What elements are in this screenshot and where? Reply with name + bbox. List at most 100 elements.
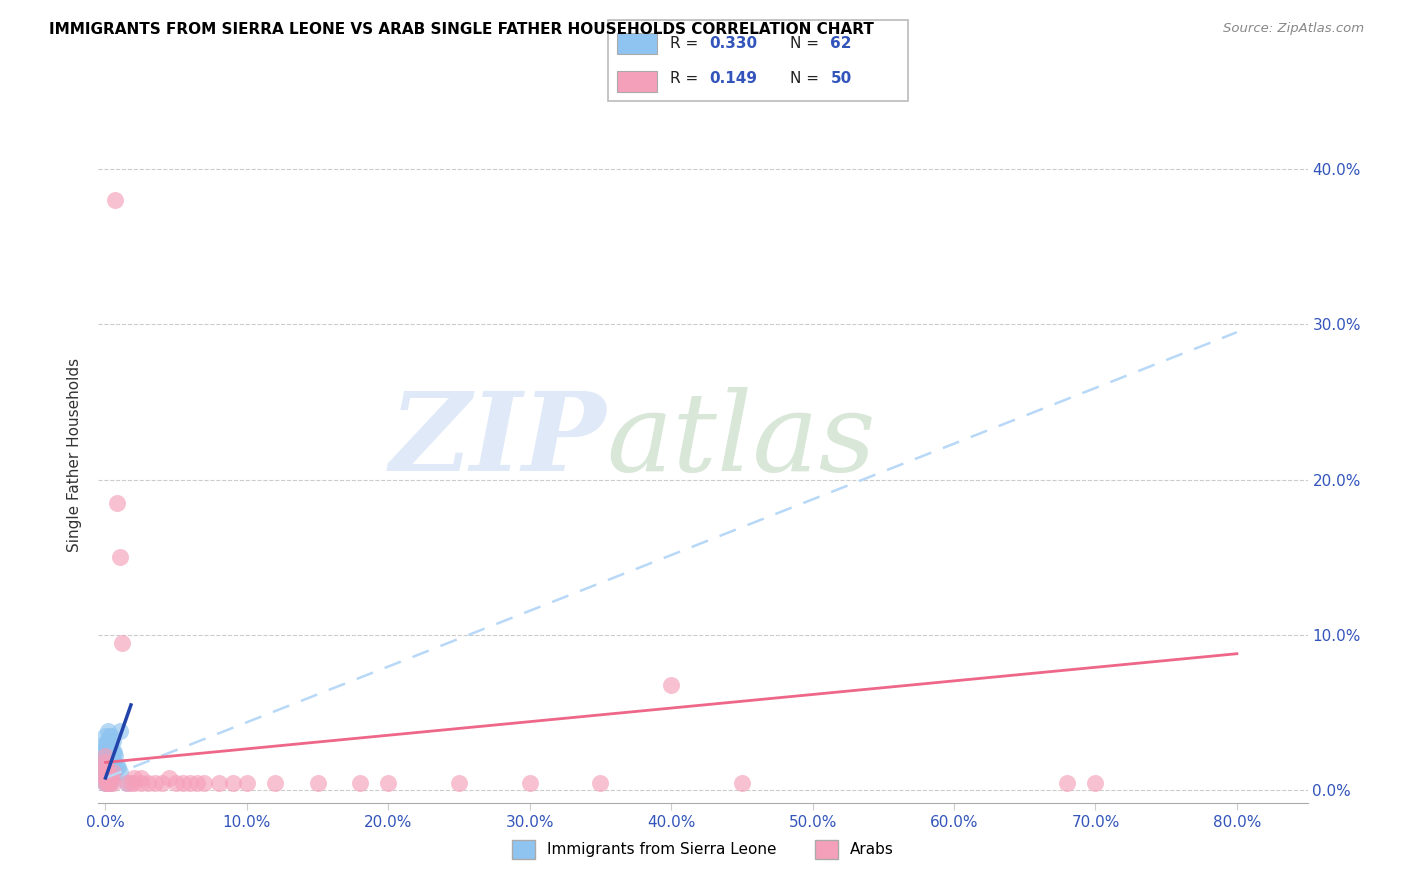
- Text: R =: R =: [669, 71, 703, 87]
- Point: [94, 752, 117, 766]
- Point: [94, 737, 117, 751]
- Point: [101, 764, 124, 779]
- Text: 0.330: 0.330: [710, 36, 758, 51]
- Point: [307, 775, 329, 789]
- Text: Source: ZipAtlas.com: Source: ZipAtlas.com: [1223, 22, 1364, 36]
- Point: [97, 739, 120, 754]
- Point: [96, 745, 118, 759]
- Point: [659, 678, 682, 692]
- Point: [94, 775, 117, 789]
- Text: IMMIGRANTS FROM SIERRA LEONE VS ARAB SINGLE FATHER HOUSEHOLDS CORRELATION CHART: IMMIGRANTS FROM SIERRA LEONE VS ARAB SIN…: [49, 22, 875, 37]
- Point: [236, 775, 259, 789]
- FancyBboxPatch shape: [617, 33, 657, 54]
- Point: [103, 764, 125, 779]
- Point: [193, 775, 215, 789]
- Point: [98, 756, 121, 770]
- Text: 0.149: 0.149: [710, 71, 758, 87]
- Point: [97, 760, 120, 774]
- Point: [143, 775, 166, 789]
- Point: [94, 760, 117, 774]
- Legend: Immigrants from Sierra Leone, Arabs: Immigrants from Sierra Leone, Arabs: [506, 834, 900, 864]
- Point: [105, 496, 128, 510]
- Point: [96, 756, 118, 770]
- Point: [94, 756, 117, 770]
- FancyBboxPatch shape: [617, 71, 657, 93]
- Point: [589, 775, 612, 789]
- Point: [97, 775, 120, 789]
- Point: [115, 775, 138, 789]
- Point: [96, 775, 118, 789]
- Point: [186, 775, 208, 789]
- Point: [179, 775, 201, 789]
- Point: [96, 771, 118, 785]
- Point: [94, 771, 117, 785]
- Text: ZIP: ZIP: [389, 387, 606, 495]
- Point: [94, 745, 117, 759]
- Point: [96, 764, 118, 779]
- Point: [100, 739, 122, 754]
- Point: [172, 775, 194, 789]
- Point: [264, 775, 287, 789]
- Point: [100, 771, 122, 785]
- Point: [96, 764, 118, 779]
- Point: [94, 756, 117, 770]
- Point: [129, 771, 152, 785]
- Point: [97, 749, 120, 764]
- Point: [98, 739, 121, 754]
- Point: [104, 760, 127, 774]
- Text: N =: N =: [790, 36, 824, 51]
- Point: [97, 771, 120, 785]
- Point: [94, 729, 117, 743]
- Point: [100, 729, 122, 743]
- Point: [108, 724, 131, 739]
- Point: [98, 760, 121, 774]
- Point: [101, 764, 124, 779]
- Point: [129, 775, 152, 789]
- Point: [122, 775, 145, 789]
- Point: [150, 775, 173, 789]
- Point: [96, 739, 118, 754]
- Point: [96, 775, 118, 789]
- Point: [98, 771, 121, 785]
- Point: [100, 749, 122, 764]
- Point: [207, 775, 229, 789]
- Point: [349, 775, 371, 789]
- Point: [97, 764, 120, 779]
- Point: [94, 739, 117, 754]
- Point: [104, 193, 127, 207]
- Point: [94, 768, 117, 782]
- Point: [108, 764, 131, 779]
- Point: [103, 756, 125, 770]
- Point: [377, 775, 399, 789]
- Point: [97, 745, 120, 759]
- Point: [98, 771, 121, 785]
- Point: [94, 771, 117, 785]
- Y-axis label: Single Father Households: Single Father Households: [67, 358, 83, 552]
- Point: [1056, 775, 1078, 789]
- Point: [96, 733, 118, 747]
- Point: [108, 550, 131, 565]
- Point: [98, 729, 121, 743]
- Point: [120, 775, 142, 789]
- Point: [97, 771, 120, 785]
- Point: [447, 775, 470, 789]
- Point: [100, 771, 122, 785]
- Point: [98, 775, 121, 789]
- Point: [97, 724, 120, 739]
- Text: 62: 62: [831, 36, 852, 51]
- Point: [94, 749, 117, 764]
- Point: [97, 775, 120, 789]
- Point: [157, 771, 180, 785]
- Point: [96, 752, 118, 766]
- Point: [105, 760, 128, 774]
- Point: [103, 745, 125, 759]
- Point: [98, 764, 121, 779]
- Point: [96, 749, 118, 764]
- Point: [104, 749, 127, 764]
- Point: [101, 733, 124, 747]
- Point: [731, 775, 754, 789]
- Point: [97, 764, 120, 779]
- Point: [101, 745, 124, 759]
- Point: [94, 775, 117, 789]
- Point: [519, 775, 541, 789]
